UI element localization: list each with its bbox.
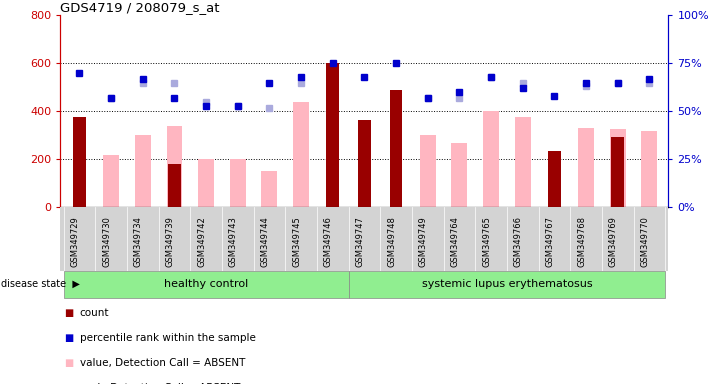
Bar	[262, 171, 277, 207]
Text: GSM349734: GSM349734	[134, 216, 143, 267]
Text: value, Detection Call = ABSENT: value, Detection Call = ABSENT	[80, 358, 245, 368]
Text: count: count	[80, 308, 109, 318]
Text: GSM349764: GSM349764	[450, 216, 459, 267]
Text: percentile rank within the sample: percentile rank within the sample	[80, 333, 255, 343]
Text: GSM349768: GSM349768	[577, 216, 586, 267]
Text: systemic lupus erythematosus: systemic lupus erythematosus	[422, 279, 592, 289]
Bar	[198, 159, 214, 207]
Text: GSM349748: GSM349748	[387, 216, 396, 267]
Text: GSM349765: GSM349765	[482, 216, 491, 267]
Text: GSM349744: GSM349744	[260, 216, 269, 267]
Text: GDS4719 / 208079_s_at: GDS4719 / 208079_s_at	[60, 1, 220, 14]
Bar	[73, 118, 86, 207]
Bar	[610, 129, 626, 207]
Text: healthy control: healthy control	[164, 279, 248, 289]
Text: rank, Detection Call = ABSENT: rank, Detection Call = ABSENT	[80, 383, 240, 384]
Text: GSM349730: GSM349730	[102, 216, 111, 267]
Text: ■: ■	[64, 383, 73, 384]
Bar	[483, 111, 499, 207]
Bar	[166, 126, 182, 207]
Text: GSM349729: GSM349729	[70, 216, 80, 267]
Bar	[293, 102, 309, 207]
Bar	[548, 151, 561, 207]
Text: GSM349742: GSM349742	[197, 216, 206, 267]
Bar	[390, 90, 402, 207]
Text: GSM349749: GSM349749	[419, 216, 428, 267]
Text: GSM349769: GSM349769	[609, 216, 618, 267]
Text: GSM349739: GSM349739	[166, 216, 174, 267]
Bar	[168, 164, 181, 207]
Text: disease state  ▶: disease state ▶	[1, 279, 80, 289]
Bar	[135, 136, 151, 207]
Text: ■: ■	[64, 333, 73, 343]
Text: GSM349747: GSM349747	[356, 216, 364, 267]
Bar	[451, 142, 467, 207]
Text: GSM349767: GSM349767	[545, 216, 555, 267]
Bar	[611, 137, 624, 207]
Bar	[326, 63, 339, 207]
Text: ■: ■	[64, 358, 73, 368]
Text: GSM349745: GSM349745	[292, 216, 301, 267]
Bar	[641, 131, 657, 207]
Bar	[230, 159, 246, 207]
Text: GSM349766: GSM349766	[513, 216, 523, 267]
Bar	[419, 136, 436, 207]
Text: GSM349743: GSM349743	[229, 216, 237, 267]
Text: ■: ■	[64, 308, 73, 318]
Bar	[358, 120, 370, 207]
Bar	[515, 118, 530, 207]
Bar	[578, 128, 594, 207]
Bar	[103, 155, 119, 207]
Text: GSM349770: GSM349770	[641, 216, 649, 267]
Text: GSM349746: GSM349746	[324, 216, 333, 267]
